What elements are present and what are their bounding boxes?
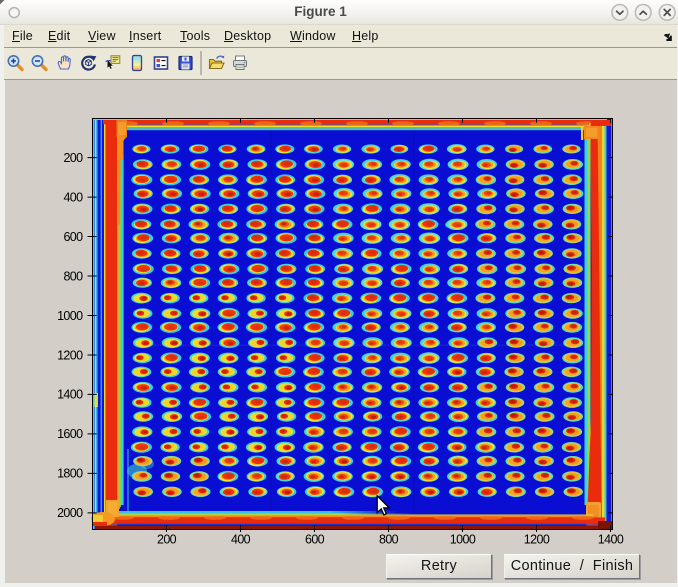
svg-text:1000: 1000 xyxy=(450,533,476,547)
svg-text:1200: 1200 xyxy=(57,348,83,362)
svg-text:1000: 1000 xyxy=(57,309,83,323)
svg-text:1400: 1400 xyxy=(57,388,83,402)
svg-text:400: 400 xyxy=(231,533,251,547)
svg-text:1600: 1600 xyxy=(57,427,83,441)
svg-text:1800: 1800 xyxy=(57,467,83,481)
svg-text:200: 200 xyxy=(157,533,177,547)
svg-text:800: 800 xyxy=(379,533,399,547)
svg-text:800: 800 xyxy=(63,269,83,283)
svg-text:600: 600 xyxy=(305,533,325,547)
svg-text:1400: 1400 xyxy=(598,533,624,547)
svg-text:600: 600 xyxy=(63,230,83,244)
svg-text:2000: 2000 xyxy=(57,506,83,520)
svg-text:1200: 1200 xyxy=(524,533,550,547)
svg-text:200: 200 xyxy=(63,151,83,165)
svg-text:400: 400 xyxy=(63,190,83,204)
